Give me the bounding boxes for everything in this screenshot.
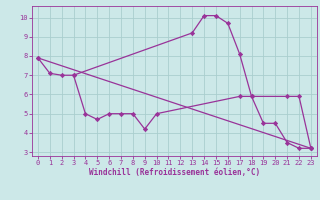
X-axis label: Windchill (Refroidissement éolien,°C): Windchill (Refroidissement éolien,°C) [89, 168, 260, 177]
